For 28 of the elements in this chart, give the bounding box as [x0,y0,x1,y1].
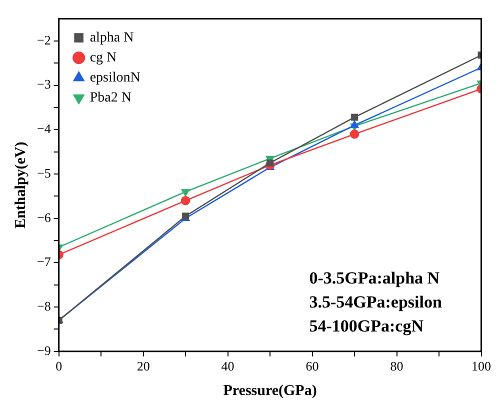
annotation: 3.5-54GPa:epsilon [309,292,442,312]
legend-label: cg N [90,50,117,66]
x-tick-label: 80 [390,358,404,374]
legend-label: epsilonN [90,70,140,86]
legend-label: alpha N [90,30,134,46]
y-tick-label: −8 [36,298,51,314]
legend-label: Pba2 N [90,90,132,106]
y-tick-label: −5 [36,165,51,180]
x-tick-label: 60 [306,358,319,374]
point [350,129,360,139]
x-tick-label: 40 [221,358,234,374]
point [181,189,190,196]
point [266,159,274,166]
x-axis-title: Pressure(GPa) [223,382,317,399]
y-tick-label: −6 [36,210,52,225]
y-tick-label: −7 [36,254,52,270]
y-tick-label: −4 [36,121,52,136]
point [351,114,358,121]
x-tick-label: 0 [56,358,62,374]
point [180,196,190,206]
y-tick-label: −2 [36,32,51,48]
x-tick-label: 20 [136,358,150,374]
y-axis-title: Enthalpy(eV) [12,142,29,228]
annotation: 54-100GPa:cgN [309,316,424,336]
y-tick-label: −9 [36,342,51,358]
x-tick-label: 100 [472,358,491,374]
annotation: 0-3.5GPa:alpha N [309,268,440,288]
y-tick-label: −3 [36,76,51,92]
